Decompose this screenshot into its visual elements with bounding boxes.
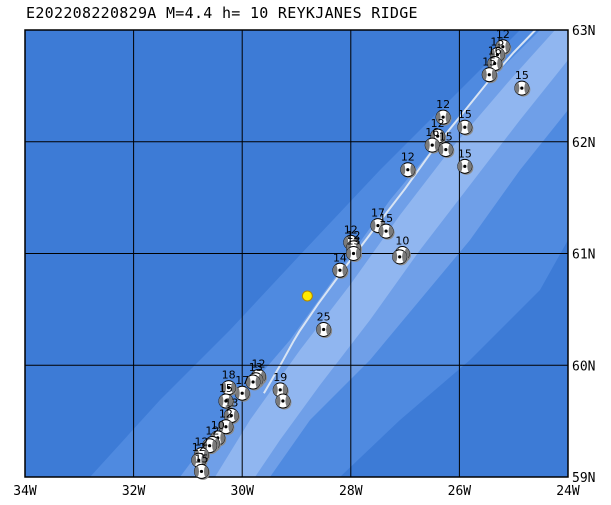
lon-tick-label: 28W — [339, 484, 363, 499]
mechanism-depth-label: 12 — [347, 229, 361, 242]
mechanism-depth-label: 12 — [194, 436, 208, 449]
mechanism-depth-label: 12 — [344, 223, 358, 236]
focal-mechanism-beachball: 13 — [223, 397, 240, 425]
event-epicenter-marker — [301, 290, 313, 302]
mechanism-depth-label: 12 — [401, 151, 415, 164]
focal-mechanism-beachball: 14 — [332, 251, 349, 279]
mechanism-depth-label: 12 — [436, 98, 450, 111]
focal-mechanism-beachball — [245, 374, 262, 391]
mechanism-depth-label: 15 — [219, 382, 233, 395]
mechanism-depth-label: 15 — [515, 69, 529, 82]
focal-mechanism-beachball — [392, 249, 409, 266]
mechanism-depth-label: 16 — [425, 126, 439, 139]
focal-mechanism-beachball: 15 — [457, 108, 474, 136]
mechanism-depth-label: 13 — [224, 397, 238, 410]
latitude-labels: 63N 62N 61N 60N 59N — [572, 24, 595, 486]
map-title: E202208220829A M=4.4 h= 10 REYKJANES RID… — [26, 4, 418, 22]
mechanism-depth-label: 16 — [488, 45, 502, 58]
lon-tick-label: 24W — [556, 484, 580, 499]
focal-mechanism-beachball: 15 — [514, 69, 531, 97]
mechanism-depth-label: 15 — [482, 56, 496, 69]
focal-mechanism-beachball: 15 — [457, 147, 474, 175]
focal-mechanism-beachball: 12 — [400, 151, 417, 179]
mechanism-depth-label: 15 — [458, 108, 472, 121]
longitude-labels: 34W 32W 30W 28W 26W 24W — [13, 484, 580, 499]
mechanism-depth-label: 10 — [395, 235, 409, 248]
mechanism-depth-label: 15 — [194, 452, 208, 465]
focal-mechanism-beachball: 15 — [193, 452, 210, 480]
focal-mechanism-beachball: 15 — [218, 382, 235, 410]
focal-mechanism-beachball: 15 — [378, 212, 395, 240]
focal-mechanism-beachball: 13 — [346, 235, 363, 262]
mechanism-depth-label: 12 — [251, 357, 265, 370]
focal-mechanism-beachball: 15 — [438, 131, 455, 159]
focal-mechanism-beachball: 12 — [218, 408, 235, 436]
mechanism-depth-label: 18 — [222, 369, 236, 382]
lat-tick-label: 62N — [572, 136, 595, 151]
lon-tick-label: 30W — [230, 484, 254, 499]
lon-tick-label: 26W — [448, 484, 472, 499]
focal-mechanism-beachball: 17 — [234, 374, 251, 402]
plate-boundary-line — [263, 30, 537, 394]
mechanism-depth-label: 12 — [496, 28, 510, 41]
mechanism-depth-label: 12 — [192, 441, 206, 454]
map-frame — [24, 29, 569, 478]
mechanism-depth-label: 15 — [490, 36, 504, 49]
lat-tick-label: 63N — [572, 24, 595, 39]
mechanism-depth-label: 12 — [219, 408, 233, 421]
mechanism-depth-label: 17 — [371, 207, 385, 220]
lon-tick-label: 32W — [122, 484, 146, 499]
mechanism-depth-label: 12 — [205, 424, 219, 437]
lat-tick-label: 59N — [572, 471, 595, 486]
focal-mechanism-beachball: 25 — [316, 310, 333, 338]
mechanism-depth-label: 10 — [211, 419, 225, 432]
focal-mechanism-beachball: 15 — [481, 56, 498, 84]
mechanism-depth-label: 13 — [249, 361, 263, 374]
lat-tick-label: 60N — [572, 359, 595, 374]
mechanism-depth-label: 25 — [317, 310, 331, 323]
mechanism-depth-label: 15 — [458, 147, 472, 160]
lon-tick-label: 34W — [13, 484, 37, 499]
lat-tick-label: 61N — [572, 248, 595, 263]
focal-mechanism-beachball: 16 — [424, 126, 441, 154]
focal-mechanism-beachball — [275, 393, 292, 410]
mechanism-depth-label: 17 — [235, 374, 249, 387]
focal-mechanism-beachball: 18 — [221, 369, 238, 397]
mechanism-depth-label: 13 — [347, 235, 361, 248]
focal-mechanism-beachball: 12 — [435, 98, 452, 126]
mechanism-depth-label: 15 — [439, 131, 453, 144]
mechanism-depth-label: 14 — [333, 251, 347, 264]
mechanism-depth-label: 15 — [379, 212, 393, 225]
mechanism-depth-label: 12 — [431, 117, 445, 130]
mechanism-depth-label: 19 — [273, 371, 287, 384]
